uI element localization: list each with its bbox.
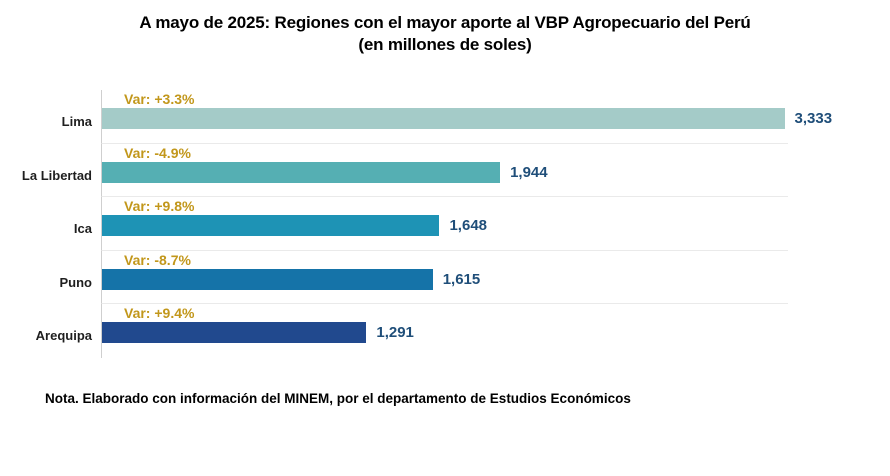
bar-row-la-libertad: La Libertad Var: -4.9% 1,944 bbox=[0, 143, 890, 198]
category-label-lima: Lima bbox=[61, 114, 92, 129]
bar-row-puno: Puno Var: -8.7% 1,615 bbox=[0, 250, 890, 305]
chart-title-line1: A mayo de 2025: Regiones con el mayor ap… bbox=[139, 13, 751, 32]
bar-row-lima: Lima Var: +3.3% 3,333 bbox=[0, 90, 890, 144]
variation-label-arequipa: Var: +9.4% bbox=[124, 305, 195, 322]
value-label-lima: 3,333 bbox=[794, 110, 833, 127]
category-label-puno: Puno bbox=[59, 274, 93, 290]
variation-label-lima: Var: +3.3% bbox=[124, 91, 195, 107]
value-label-la-libertad: 1,944 bbox=[510, 163, 548, 181]
value-label-puno: 1,615 bbox=[442, 270, 481, 288]
plot-area-row-puno: Var: -8.7% 1,615 bbox=[101, 250, 788, 305]
variation-label-ica: Var: +9.8% bbox=[124, 198, 195, 215]
bar-la-libertad bbox=[102, 161, 501, 183]
bar-arequipa bbox=[102, 322, 367, 344]
plot-area-row-lima: Var: +3.3% 3,333 bbox=[101, 90, 832, 144]
category-label-ica: Ica bbox=[73, 221, 92, 237]
variation-label-la-libertad: Var: -4.9% bbox=[124, 144, 191, 161]
bar-chart: Lima Var: +3.3% 3,333 La Libertad Var: -… bbox=[0, 90, 890, 358]
bar-puno bbox=[102, 268, 433, 290]
bar-row-arequipa: Arequipa Var: +9.4% 1,291 bbox=[0, 304, 890, 358]
value-label-arequipa: 1,291 bbox=[376, 324, 414, 342]
chart-title: A mayo de 2025: Regiones con el mayor ap… bbox=[0, 12, 890, 56]
plot-area-row-la-libertad: Var: -4.9% 1,944 bbox=[101, 143, 788, 198]
plot-area-row-ica: Var: +9.8% 1,648 bbox=[101, 197, 788, 251]
source-note: Nota. Elaborado con información del MINE… bbox=[45, 390, 631, 406]
value-label-ica: 1,648 bbox=[449, 217, 488, 235]
category-label-la-libertad: La Libertad bbox=[21, 167, 92, 183]
bar-row-ica: Ica Var: +9.8% 1,648 bbox=[0, 197, 890, 251]
chart-title-line2: (en millones de soles) bbox=[358, 35, 532, 54]
plot-area-row-arequipa: Var: +9.4% 1,291 bbox=[101, 304, 788, 358]
bar-ica bbox=[102, 215, 440, 237]
category-label-arequipa: Arequipa bbox=[35, 328, 92, 344]
variation-label-puno: Var: -8.7% bbox=[124, 251, 191, 268]
bar-lima bbox=[102, 108, 785, 129]
